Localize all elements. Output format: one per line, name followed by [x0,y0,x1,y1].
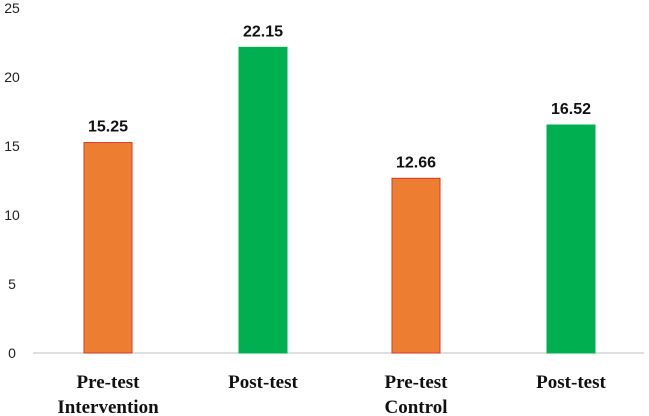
bars-group [83,46,596,354]
y-tick-label: 10 [4,207,20,223]
bar [238,46,288,354]
data-label: 12.66 [396,154,436,171]
category-labels-group: Pre-test Intervention Post-test Pre-test Con… [57,372,606,416]
data-labels-group: 15.25 22.15 12.66 16.52 [88,23,591,171]
data-label: 15.25 [88,119,128,136]
category-label: Control [385,397,448,416]
y-tick-label: 15 [4,138,20,154]
y-tick-label: 5 [8,276,16,292]
y-tick-label: 20 [4,69,20,85]
y-tick-label: 0 [8,345,16,361]
category-label: Post-test [228,372,298,393]
bar [83,142,133,354]
category-label: Pre-test [77,372,141,393]
bar [391,177,441,354]
data-label: 16.52 [551,101,591,118]
category-label: Post-test [536,372,606,393]
y-axis-ticks: 0 5 10 15 20 25 [4,0,20,361]
data-label: 22.15 [243,23,283,40]
bar [546,124,596,354]
category-label: Intervention [57,397,159,416]
y-tick-label: 25 [4,0,20,16]
category-label: Pre-test [385,372,449,393]
